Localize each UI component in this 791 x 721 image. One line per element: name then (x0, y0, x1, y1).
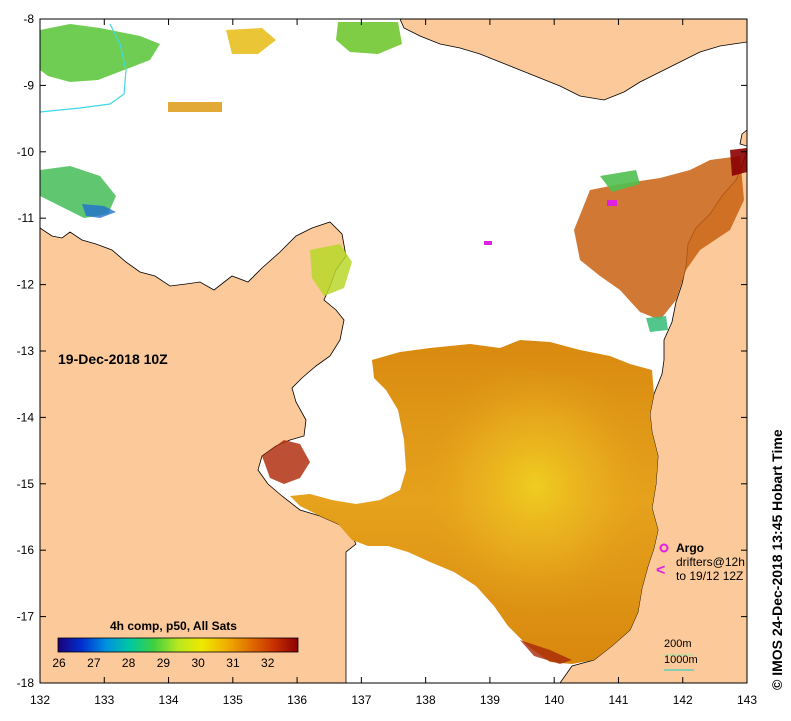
contour-1000-label: 1000m (664, 654, 698, 666)
sst-yellow-top (226, 28, 276, 54)
drifter-marker (607, 200, 617, 206)
lon-tick-label: 142 (673, 693, 693, 707)
sst-warm-east (574, 156, 744, 320)
drifter-marker-2 (484, 241, 492, 245)
sst-yellow-strip (168, 102, 222, 112)
river-line (40, 23, 127, 113)
lat-tick-label: -18 (17, 676, 35, 690)
lat-tick-label: -16 (17, 543, 35, 557)
drifters-label: drifters@12h (676, 555, 745, 569)
land-new-guinea (399, 19, 747, 101)
lon-tick-label: 140 (544, 693, 564, 707)
sst-blue-left (82, 204, 116, 218)
lon-tick-label: 134 (159, 693, 179, 707)
lon-tick-label: 137 (351, 693, 371, 707)
argo-label: Argo (676, 541, 704, 555)
lat-tick-label: -8 (23, 12, 34, 26)
composite-label: 4h comp, p50, All Sats (110, 619, 237, 633)
lat-tick-label: -10 (17, 145, 35, 159)
sst-yellowgreen-mid (310, 244, 352, 296)
lat-tick-label: -9 (23, 78, 34, 92)
lon-tick-label: 139 (480, 693, 500, 707)
sst-warm-coast-south (520, 640, 572, 664)
drifters-range-label: to 19/12 12Z (676, 569, 744, 583)
lat-tick-label: -12 (17, 278, 35, 292)
sst-green-top (336, 22, 402, 54)
lon-tick-label: 143 (737, 693, 757, 707)
colorbar-tick-label: 26 (52, 656, 66, 670)
lat-tick-label: -14 (17, 410, 35, 424)
lat-tick-label: -15 (17, 477, 35, 491)
colorbar-ramp (57, 637, 299, 653)
lat-tick-label: -17 (17, 610, 35, 624)
longitude-axis: 132 133 134 135 136 137 138 139 140 141 142 143 (30, 19, 757, 707)
sst-gulf-center (400, 368, 646, 630)
lon-tick-label: 138 (416, 693, 436, 707)
sst-warm-coast-west (262, 440, 310, 484)
colorbar-tick-label: 29 (157, 656, 171, 670)
sst-green-east (600, 170, 640, 192)
lon-tick-label: 132 (30, 693, 50, 707)
drifter-legend-icon: < (656, 562, 665, 579)
argo-legend-icon (659, 543, 669, 553)
lat-tick-label: -13 (17, 344, 35, 358)
credit-text: © IMOS 24-Dec-2018 13:45 Hobart Time (769, 429, 785, 690)
sst-green-east2 (646, 316, 668, 332)
colorbar-tick-label: 27 (87, 656, 101, 670)
date-label: 19-Dec-2018 10Z (58, 351, 168, 367)
colorbar-tick-label: 31 (226, 656, 240, 670)
lon-tick-label: 136 (287, 693, 307, 707)
sst-warm-east-red (730, 148, 747, 176)
colorbar-tick-label: 30 (191, 656, 205, 670)
lat-tick-label: -11 (18, 211, 35, 225)
colorbar-tick-label: 32 (261, 656, 275, 670)
land-torres (739, 129, 747, 147)
lon-tick-label: 133 (94, 693, 114, 707)
colorbar: 26 27 28 29 30 31 32 (52, 637, 299, 670)
lon-tick-label: 141 (608, 693, 628, 707)
latitude-axis: -8 -9 -10 -11 -12 -13 -14 -15 -16 -17 -18 (17, 12, 747, 690)
sst-green-left (40, 166, 116, 218)
contour-200-label: 200m (664, 638, 692, 650)
sst-green-topleft (40, 24, 160, 82)
lon-tick-label: 135 (223, 693, 243, 707)
colorbar-tick-label: 28 (122, 656, 136, 670)
